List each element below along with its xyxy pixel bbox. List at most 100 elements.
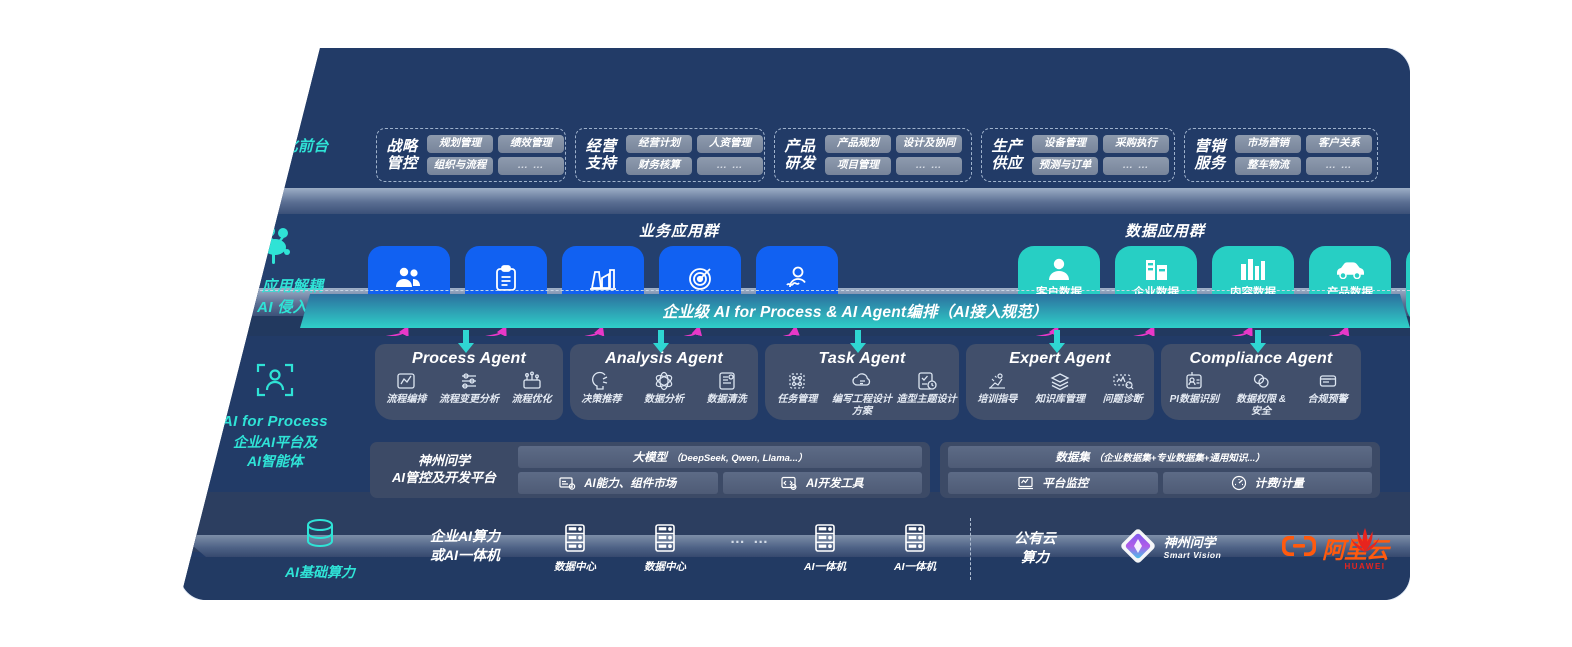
platform-right-billing[interactable]: 计费/计量 (1162, 472, 1372, 494)
rail-ai-title-1: AI for Process (222, 413, 328, 431)
vendor-alicloud-name: 阿里云 (1322, 537, 1389, 563)
training-icon (987, 370, 1007, 392)
agent-item[interactable]: 决策推荐 (570, 370, 633, 406)
rail-front-office-title: 企业数智化前台 (221, 138, 329, 156)
domain-group-1-name: 经营 支持 (585, 137, 617, 172)
ai-orchestration-banner-text: 企业级 AI for Process & AI Agent编排（AI接入规范） (662, 304, 1048, 321)
agent-card-1[interactable]: Analysis Agent 决策推荐 (570, 330, 758, 420)
chip[interactable]: 经营计划 (626, 135, 692, 153)
vendor-huawei[interactable]: HUAWEI (1320, 520, 1410, 576)
platform-left-devtools[interactable]: AI开发工具 (722, 472, 922, 494)
agent-card-2-title: Task Agent (818, 350, 906, 367)
agent-item[interactable]: 编写工程设计方案 (830, 370, 895, 417)
building-chart-icon (1144, 255, 1169, 283)
chip[interactable]: 规划管理 (427, 135, 493, 153)
domain-group-0[interactable]: 战略 管控 规划管理 绩效管理 组织与流程 … … (376, 128, 566, 182)
chip[interactable]: 客户关系 (1306, 135, 1372, 153)
domain-group-2-name: 产品 研发 (784, 137, 816, 172)
server-rack-icon (901, 523, 929, 558)
chip[interactable]: … … (498, 157, 564, 175)
agent-card-4[interactable]: Compliance Agent PI数据识别 (1161, 330, 1361, 420)
shelf-edge-3 (180, 535, 1410, 557)
agent-item[interactable]: 合规预警 (1294, 370, 1361, 417)
infra-node-3[interactable]: AI一体机 (870, 516, 960, 582)
agent-item[interactable]: 数据权限 & 安全 (1228, 370, 1295, 417)
shield-cloud-icon (1251, 370, 1271, 392)
users-group-icon (394, 264, 424, 292)
agent-card-2[interactable]: Task Agent 任务管理 (765, 330, 959, 420)
domain-group-2[interactable]: 产品 研发 产品规划 设计及协同 项目管理 … … (774, 128, 972, 182)
rail-infrastructure: AI基础算力 (240, 503, 400, 593)
agent-item[interactable]: 任务管理 (765, 370, 830, 417)
chip[interactable]: 市场营销 (1235, 135, 1301, 153)
platform-right-monitor[interactable]: 平台监控 (948, 472, 1158, 494)
chip[interactable]: … … (1306, 157, 1372, 175)
chip[interactable]: 人资管理 (697, 135, 763, 153)
agent-card-0-title: Process Agent (411, 350, 527, 367)
agent-card-0[interactable]: Process Agent 流程编排 (375, 330, 563, 420)
platform-right-datasets[interactable]: 数据集 （企业数据集+专业数据集+通用知识...） (948, 446, 1372, 468)
agent-item[interactable]: 问题诊断 (1091, 370, 1154, 406)
layer-front-office (180, 48, 1410, 188)
agent-item[interactable]: 流程编排 (375, 370, 438, 406)
user-avatar-icon (1047, 255, 1071, 283)
agent-item[interactable]: 造型主题设计 (894, 370, 959, 417)
infra-node-1[interactable]: 数据中心 (620, 516, 710, 582)
data-card-4[interactable]: 营销数据 体系 (1406, 246, 1410, 328)
chip[interactable]: 财务核算 (626, 157, 692, 175)
agent-item[interactable]: PI数据识别 (1161, 370, 1228, 417)
domain-group-1[interactable]: 经营 支持 经营计划 人资管理 财务核算 … … (575, 128, 765, 182)
chip[interactable]: 产品规划 (825, 135, 891, 153)
vendor-alicloud[interactable]: 阿里云 (1255, 526, 1410, 570)
platform-left-market[interactable]: AI能力、组件市场 (518, 472, 718, 494)
domain-group-0-name: 战略 管控 (386, 137, 418, 172)
infra-node-2[interactable]: AI一体机 (780, 516, 870, 582)
chip[interactable]: 整车物流 (1235, 157, 1301, 175)
domain-group-3[interactable]: 生产 供应 设备管理 采购执行 预测与订单 … … (981, 128, 1175, 182)
chip[interactable]: 组织与流程 (427, 157, 493, 175)
rail-infrastructure-title: AI基础算力 (285, 564, 355, 581)
agent-item[interactable]: 数据分析 (633, 370, 696, 406)
infra-enterprise-compute: 企业AI算力 或AI一体机 (430, 528, 500, 563)
platform-left-models[interactable]: 大模型 （DeepSeek, Qwen, Llama...） (518, 446, 922, 468)
task-network-icon (787, 370, 807, 392)
infra-node-0[interactable]: 数据中心 (530, 516, 620, 582)
chip[interactable]: 预测与订单 (1032, 157, 1098, 175)
agent-item[interactable]: 数据清洗 (695, 370, 758, 406)
settings-sliders-icon (459, 370, 479, 392)
chip[interactable]: 采购执行 (1103, 135, 1169, 153)
code-tool-icon (781, 476, 798, 491)
agent-item[interactable]: 培训指导 (966, 370, 1029, 406)
agent-item[interactable]: 流程优化 (500, 370, 563, 406)
infra-ellipsis: … … (729, 530, 771, 547)
arrow-down-icon (1049, 330, 1065, 353)
data-clean-icon (717, 370, 737, 392)
rail-applications-title-2: & AI 侵入 (242, 298, 308, 316)
chip[interactable]: 设计及协同 (896, 135, 962, 153)
chip[interactable]: 绩效管理 (498, 135, 564, 153)
domain-group-4[interactable]: 营销 服务 市场营销 客户关系 整车物流 … … (1184, 128, 1378, 182)
vendor-smartvision-name-cn: 神州问学 (1163, 534, 1216, 550)
factory-icon (589, 264, 617, 292)
agent-card-3-title: Expert Agent (1009, 350, 1111, 367)
chip[interactable]: … … (697, 157, 763, 175)
alert-box-icon (1318, 370, 1338, 392)
chip[interactable]: 项目管理 (825, 157, 891, 175)
brain-head-icon (253, 82, 297, 131)
agent-item[interactable]: 流程变更分析 (438, 370, 501, 406)
chip[interactable]: 设备管理 (1032, 135, 1098, 153)
agent-item[interactable]: 知识库管理 (1029, 370, 1092, 406)
infra-public-cloud: 公有云 算力 (1014, 530, 1056, 565)
agent-card-3[interactable]: Expert Agent 培训指导 (966, 330, 1154, 420)
agent-card-1-title: Analysis Agent (605, 350, 723, 367)
clipboard-list-icon (495, 264, 517, 292)
domain-group-4-name: 营销 服务 (1194, 137, 1226, 172)
server-rack-icon (561, 523, 589, 558)
chip[interactable]: … … (1103, 157, 1169, 175)
vendor-smartvision[interactable]: 神州问学 Smart Vision (1085, 524, 1255, 572)
market-grid-icon (559, 476, 576, 491)
biz-group-title: 业务应用群 (638, 223, 719, 240)
rail-ai-title-2: 企业AI平台及 (233, 433, 317, 450)
chip[interactable]: … … (896, 157, 962, 175)
